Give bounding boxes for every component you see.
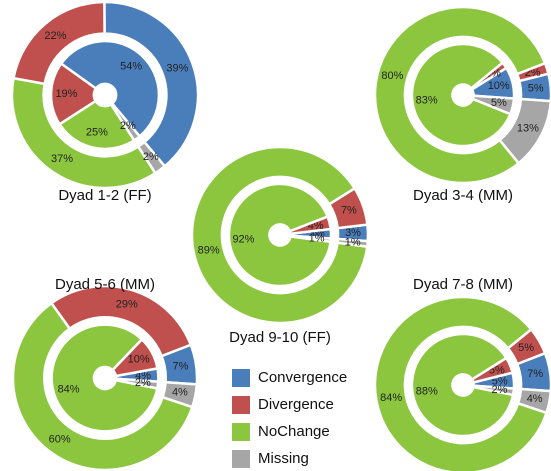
legend-swatch [232,450,250,468]
slice-label: 92% [232,233,254,245]
chart-title: Dyad 5-6 (MM) [55,276,155,293]
legend-swatch [232,396,250,414]
donut-slice [114,377,160,390]
donut-slice [10,76,158,190]
legend-label: NoChange [258,423,330,440]
donut-slice [336,237,370,249]
slice-label: 1% [345,236,361,248]
slice-label: 39% [166,62,188,74]
slice-label: 1% [309,233,325,245]
donut-slice [289,234,333,244]
slice-label: 19% [55,88,77,100]
slice-label: 54% [120,61,142,73]
slice-label: 5% [528,83,544,95]
slice-label: 29% [116,299,138,311]
chart-title: Dyad 3-4 (MM) [413,187,513,204]
donut-slice [136,140,167,175]
slice-label: 60% [49,433,71,445]
slice-label: 84% [58,383,80,395]
donut-slice [109,101,142,143]
donut-slice [161,380,199,409]
legend-swatch [232,423,250,441]
donut-slice [516,387,551,415]
slice-label: 22% [44,30,66,42]
slice-label: 89% [198,244,220,256]
donut-slice [103,0,200,169]
slice-label: 7% [173,360,189,372]
chart-title: Dyad 1-2 (FF) [58,187,151,204]
slice-label: 10% [128,354,150,366]
donut-slice [373,5,547,185]
slice-label: 2% [120,120,136,132]
slice-label: 5% [492,376,508,388]
donut-slice [471,94,516,116]
legend-label: Divergence [258,396,334,413]
donut-slice [50,323,159,433]
donut-slice [410,332,515,438]
donut-slice [11,301,194,471]
donut-slice [227,182,332,288]
slice-label: 10% [488,80,510,92]
donut-slice [373,295,549,471]
slice-label: 13% [517,123,539,135]
slice-label: 7% [527,368,543,380]
legend-label: Convergence [258,369,347,386]
slice-label: 25% [86,127,108,139]
donut-slice [471,384,516,397]
slice-label: 7% [341,205,357,217]
slice-label: 88% [416,386,438,398]
legend-label: Missing [258,450,309,467]
donut-slice [59,39,161,139]
slice-label: 2% [492,384,508,396]
slice-label: 83% [416,94,438,106]
slice-label: 37% [51,153,73,165]
slice-label: 5% [491,97,507,109]
slice-label: 2% [135,377,151,389]
donut-slice [49,61,98,126]
slice-label: 3% [345,227,361,239]
slice-label: 80% [381,70,403,82]
donut-slice [190,145,369,325]
chart-title: Dyad 9-10 (FF) [229,329,331,346]
chart-title: Dyad 7-8 (MM) [413,276,513,293]
legend-swatch [232,369,250,387]
slice-label: 4% [172,387,188,399]
slice-label: 4% [527,393,543,405]
slice-label: 5% [518,342,534,354]
slice-label: 2% [143,151,159,163]
slice-label: 84% [380,392,402,404]
donut-slice [410,42,512,148]
